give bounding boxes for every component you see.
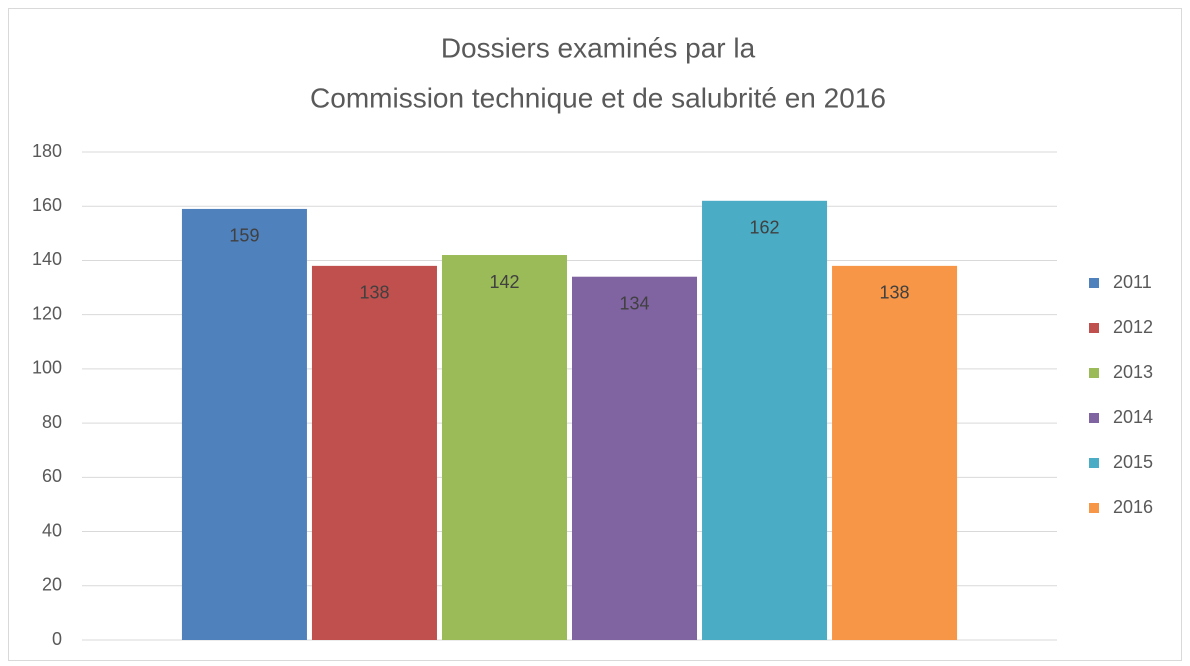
data-label: 138 [880, 283, 910, 303]
bar [832, 265, 958, 640]
bar [702, 200, 828, 641]
legend-swatch [1089, 368, 1099, 378]
legend-label: 2014 [1113, 407, 1153, 427]
legend-label: 2013 [1113, 362, 1153, 382]
y-tick-label: 40 [42, 520, 62, 540]
y-tick-label: 0 [52, 629, 62, 649]
data-label: 134 [619, 293, 649, 313]
data-label: 138 [359, 283, 389, 303]
bar [572, 276, 698, 640]
legend-swatch [1089, 278, 1099, 288]
bar [441, 255, 567, 640]
y-tick-label: 100 [32, 358, 62, 378]
chart-title: Commission technique et de salubrité en … [310, 82, 886, 113]
legend-label: 2011 [1113, 272, 1152, 292]
legend-label: 2016 [1113, 497, 1153, 517]
y-tick-label: 20 [42, 575, 62, 595]
chart-title: Dossiers examinés par la [441, 32, 756, 63]
legend-swatch [1089, 503, 1099, 513]
y-tick-label: 180 [32, 141, 62, 161]
bar [311, 265, 437, 640]
legend-label: 2012 [1113, 317, 1153, 337]
y-tick-label: 140 [32, 249, 62, 269]
y-tick-label: 80 [42, 412, 62, 432]
legend-label: 2015 [1113, 452, 1153, 472]
y-tick-label: 160 [32, 195, 62, 215]
legend-swatch [1089, 323, 1099, 333]
data-label: 142 [489, 272, 519, 292]
data-label: 162 [750, 218, 780, 238]
bar [181, 208, 307, 640]
legend-swatch [1089, 413, 1099, 423]
y-tick-label: 120 [32, 303, 62, 323]
y-tick-label: 60 [42, 466, 62, 486]
legend-swatch [1089, 458, 1099, 468]
data-label: 159 [229, 226, 259, 246]
